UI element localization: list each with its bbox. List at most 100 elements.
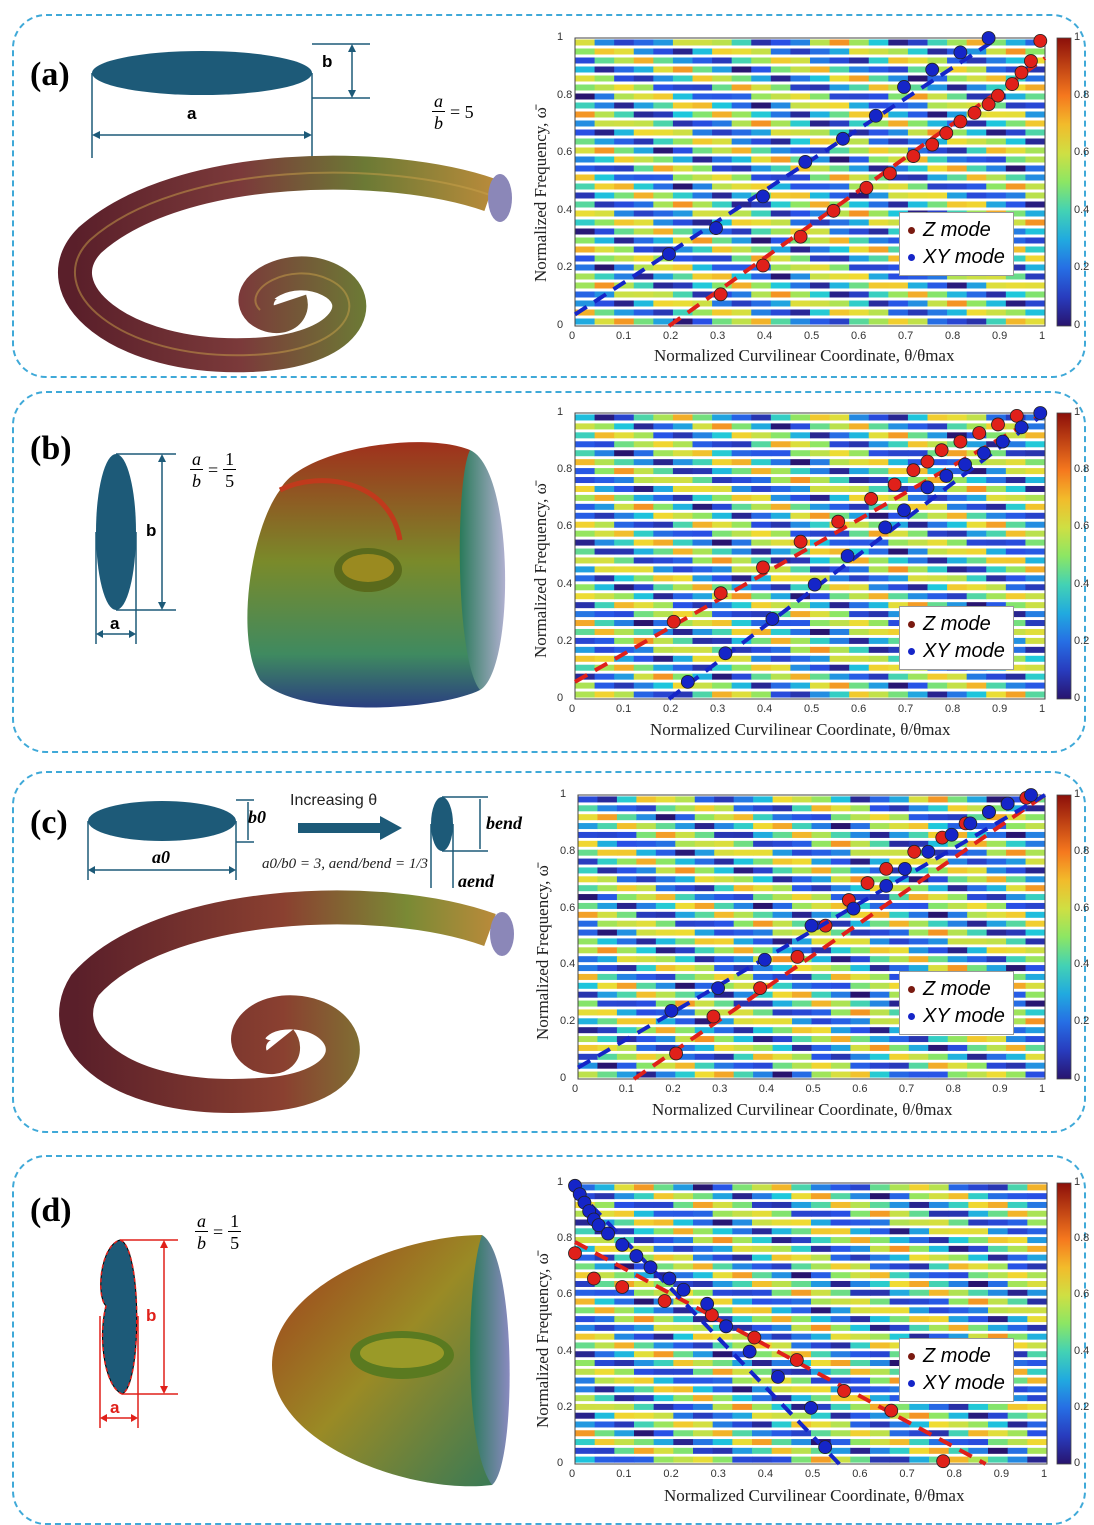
xy-mode-point [944,827,959,842]
xy-mode-point [643,1260,658,1275]
x-tick-label: 0.4 [757,703,773,715]
z-mode-point [753,981,768,996]
heatmap-band [575,530,1046,537]
x-tick-label: 0.9 [992,1083,1008,1095]
colorbar-tick-label: 0.2 [1074,1015,1090,1028]
heatmap-band [575,682,1046,689]
heatmap-band [578,858,1046,865]
z-mode-fit-line [574,1240,987,1466]
colorbar-tick-label: 0.2 [1074,634,1090,647]
ylabel-b: Normalized Frequency, ω̄ [531,483,550,658]
y-tick-label: 0 [557,1457,564,1469]
heatmap-band [575,300,1046,307]
z-mode-point [756,560,770,575]
xy-mode-point [878,520,893,535]
heatmap-band [575,1184,1048,1191]
xy-mode-point [963,816,978,831]
panel-a-frame [12,14,1086,378]
y-tick-label: 1 [560,788,567,800]
colorbar-tick-label: 1 [1074,1176,1081,1188]
xy-mode-point [664,1003,679,1018]
y-tick-label: 0.6 [557,520,573,533]
x-tick-label: 0.7 [898,1083,915,1095]
heatmap-band [578,920,1046,927]
xy-mode-point [897,503,911,518]
x-tick-label: 0.7 [899,1468,915,1480]
heatmap-band [575,57,1046,64]
panel-label-c: (c) [30,804,68,841]
ylabel-a: Normalized Frequency, ω̄ [531,107,550,282]
x-tick-label: 1 [1039,1083,1046,1095]
heatmap-band [575,1245,1048,1252]
dim-label-b-width: a [110,614,120,633]
z-mode-point [568,1246,582,1261]
heatmap-band [575,201,1046,208]
x-tick-label: 0.1 [616,703,632,715]
colorbar-b [1056,412,1072,700]
x-tick-label: 0.3 [712,1083,728,1095]
z-mode-point [884,1403,899,1418]
heatmap-band [578,796,1046,803]
heatmap-band [575,174,1046,181]
dim-label-b0: b0 [248,807,266,827]
heatmap-band [575,1219,1048,1226]
z-mode-point [615,1280,630,1294]
heatmap-band [575,450,1046,457]
heatmap-band [575,129,1046,136]
panel-label-d: (d) [30,1192,72,1229]
x-tick-label: 0.2 [663,330,679,342]
colorbar-tick-label: 0.2 [1074,261,1090,274]
heatmap-band [578,823,1046,830]
y-tick-label: 1 [557,31,564,43]
heatmap-band [578,1044,1046,1051]
xy-mode-point [718,646,733,661]
z-mode-point [1023,54,1038,68]
heatmap-band [575,93,1046,100]
z-mode-point [882,166,897,181]
z-mode-point [1014,65,1029,80]
colorbar-tick-label: 1 [1074,788,1081,800]
heatmap-band [575,66,1046,73]
z-mode-point [859,180,874,195]
colorbar-tick-label: 0.4 [1074,1344,1090,1357]
dim-label-a: a [187,104,197,123]
chart-c-plot [576,788,1047,1081]
z-mode-point [789,1353,804,1367]
colorbar-tick-label: 0.4 [1074,958,1090,971]
colorbar-tick-label: 0.6 [1074,520,1090,533]
z-mode-point [657,1294,672,1308]
x-tick-label: 0.7 [898,330,914,342]
xy-mode-point [982,805,996,819]
x-tick-label: 0 [569,1468,576,1480]
heatmap-band [578,911,1046,918]
colorbar-tick-label: 0.8 [1074,88,1090,101]
colorbar-tick-label: 1 [1074,31,1081,43]
z-mode-point [967,105,982,120]
heatmap-band [575,183,1046,190]
x-tick-label: 0.9 [992,330,1008,342]
xy-mode-point [601,1226,615,1241]
dim-label-d-width: a [110,1398,120,1417]
heatmap-band [575,414,1046,421]
ellipse-schematic-c-start [87,799,254,880]
ylabel-c: Normalized Frequency, ω̄ [533,865,552,1040]
y-tick-label: 0.4 [557,577,573,590]
x-tick-label: 0.6 [851,330,867,342]
colorbar-tick-label: 0 [1074,1072,1081,1084]
heatmap-band [575,477,1046,484]
legend-a: Z mode XY mode [899,212,1014,276]
colorbar-gradient [1056,37,1072,327]
z-mode-point [920,454,935,469]
y-tick-label: 0.2 [557,1400,573,1413]
x-tick-label: 0.8 [946,1468,962,1480]
xlabel-c: Normalized Curvilinear Coordinate, θ/θma… [652,1100,953,1119]
xy-mode-point [868,108,883,123]
z-mode-point [1005,77,1020,91]
x-tick-label: 0.4 [757,330,773,342]
xy-mode-point [711,981,726,996]
heatmap-band [578,1053,1046,1060]
xy-mode-point [756,189,770,204]
